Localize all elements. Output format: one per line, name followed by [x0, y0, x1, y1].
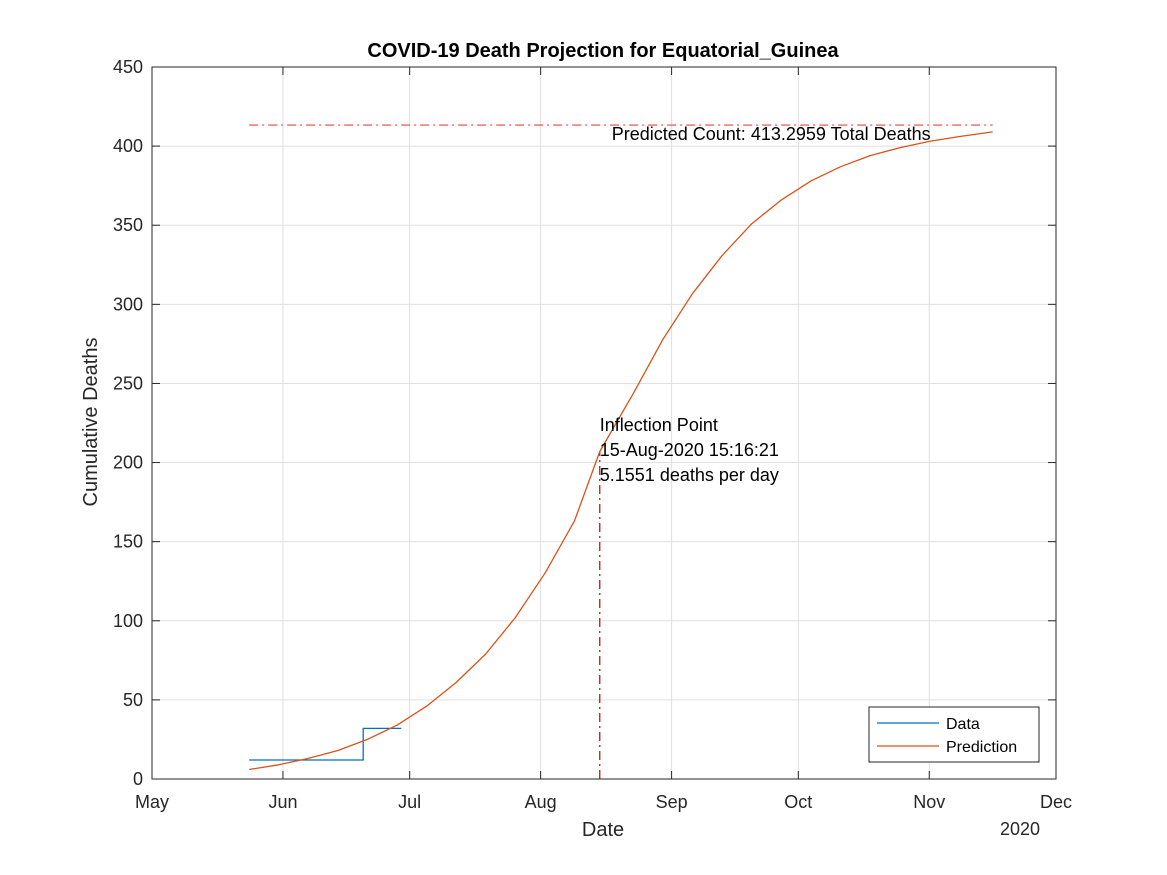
annotation-text: 5.1551 deaths per day	[600, 465, 779, 485]
ticks: May Jun Jul Aug Sep Oct Nov Dec 0 50 100 150 200 250 3…	[113, 57, 1072, 812]
x-tick-label: May	[135, 792, 169, 812]
x-tick-label: Sep	[656, 792, 688, 812]
legend-label: Prediction	[946, 739, 1017, 756]
series-line-data	[249, 727, 402, 761]
y-tick-label: 400	[113, 136, 143, 156]
y-tick-label: 300	[113, 294, 143, 314]
annotation-text: 15-Aug-2020 15:16:21	[600, 440, 779, 460]
x-tick-label: Oct	[784, 792, 812, 812]
y-axis-label: Cumulative Deaths	[80, 338, 102, 507]
axes-box	[151, 66, 1057, 780]
legend-label: Data	[946, 716, 980, 733]
x-tick-label: Dec	[1040, 792, 1072, 812]
y-tick-label: 450	[113, 57, 143, 77]
y-tick-label: 200	[113, 453, 143, 473]
x-axis-label: Date	[582, 819, 624, 841]
reference-lines	[249, 124, 993, 779]
y-tick-label: 0	[133, 769, 143, 789]
series-lines	[249, 131, 993, 771]
series-line-prediction	[249, 131, 993, 771]
annotations: Predicted Count: 413.2959 Total Deaths In…	[600, 124, 931, 485]
x-axis-year-label: 2020	[1000, 819, 1040, 839]
x-tick-label: Jul	[398, 792, 421, 812]
legend: Data Prediction	[868, 706, 1040, 763]
chart-title: COVID-19 Death Projection for Equatorial…	[367, 40, 839, 62]
legend-box	[868, 706, 1040, 763]
y-tick-label: 50	[123, 690, 143, 710]
y-tick-label: 350	[113, 215, 143, 235]
x-tick-label: Nov	[913, 792, 945, 812]
x-tick-label: Jun	[268, 792, 297, 812]
annotation-text: Predicted Count: 413.2959 Total Deaths	[612, 124, 931, 144]
y-tick-label: 100	[113, 611, 143, 631]
x-tick-label: Aug	[525, 792, 557, 812]
y-tick-label: 150	[113, 532, 143, 552]
annotation-text: Inflection Point	[600, 415, 718, 435]
y-tick-label: 250	[113, 373, 143, 393]
